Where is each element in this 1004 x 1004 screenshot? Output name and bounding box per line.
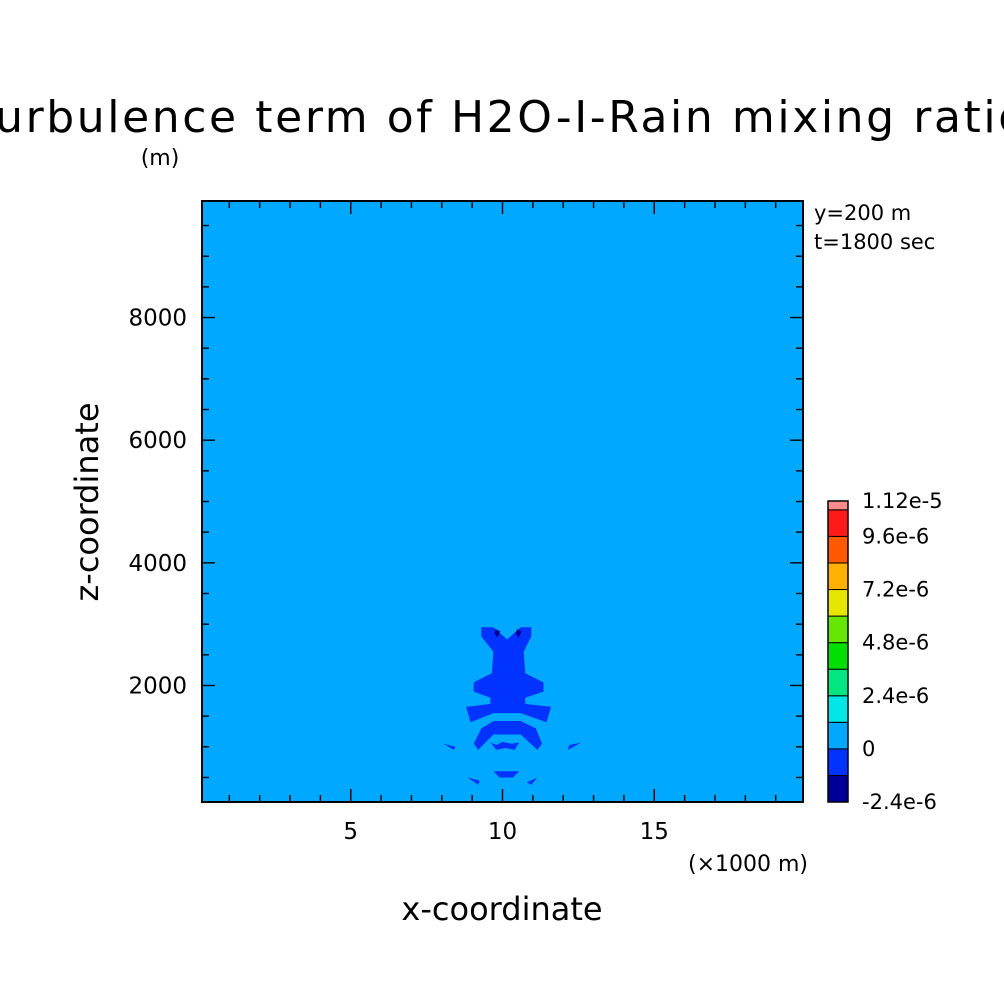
colorbar-label: 0 — [862, 737, 875, 761]
colorbar-swatch — [827, 535, 849, 564]
x-axis-label: x-coordinate — [401, 890, 602, 928]
colorbar-swatch — [827, 500, 849, 511]
colorbar-swatch — [827, 774, 849, 803]
x-tick-label: 10 — [488, 819, 517, 845]
contour-region — [443, 743, 456, 750]
colorbar-label: 9.6e-6 — [862, 524, 929, 548]
colorbar-frame — [827, 500, 849, 803]
contour-region — [493, 771, 520, 778]
y-axis-label: z-coordinate — [68, 402, 106, 601]
plot-area — [201, 200, 804, 803]
colorbar-swatch — [827, 721, 849, 750]
contour-region — [526, 777, 538, 785]
annotation-t: t=1800 sec — [814, 230, 935, 254]
colorbar-swatch — [827, 615, 849, 644]
y-tick-label: 6000 — [128, 428, 187, 454]
colorbar-label: 2.4e-6 — [862, 684, 929, 708]
axis-ticks: 5 10 15 2000 4000 6000 8000 — [128, 201, 803, 845]
y-tick-label: 8000 — [128, 306, 187, 332]
x-tick-label: 15 — [640, 819, 669, 845]
colorbar: 1.12e-5 9.6e-6 7.2e-6 4.8e-6 2.4e-6 0 -2.4e-6 — [827, 489, 943, 814]
colorbar-swatch — [827, 562, 849, 591]
contour-region — [473, 721, 542, 750]
colorbar-label: 4.8e-6 — [862, 631, 929, 655]
colorbar-swatch — [827, 642, 849, 670]
contour-region — [467, 777, 480, 785]
colorbar-label: 7.2e-6 — [862, 578, 929, 602]
colorbar-label: -2.4e-6 — [862, 790, 937, 814]
colorbar-swatch — [827, 509, 849, 537]
colorbar-swatch — [827, 748, 849, 776]
contour-region — [494, 629, 501, 638]
annotation-y: y=200 m — [814, 201, 911, 225]
contour-region — [490, 741, 520, 750]
title-unit: (m) — [141, 146, 180, 171]
contour-region — [567, 742, 582, 750]
colorbar-swatch — [827, 589, 849, 617]
y-tick-label: 4000 — [128, 551, 187, 577]
colorbar-swatch — [827, 668, 849, 697]
x-tick-label: 5 — [343, 819, 358, 845]
contour-region — [515, 629, 522, 638]
colorbar-label: 1.12e-5 — [862, 489, 943, 513]
colorbar-swatch — [827, 695, 849, 723]
y-tick-label: 2000 — [128, 673, 187, 699]
x-axis-unit: (×1000 m) — [688, 852, 808, 877]
contour-region — [501, 651, 511, 664]
chart-title: Turbulence term of H2O-I-Rain mixing rat… — [0, 92, 1004, 143]
contour-region — [466, 627, 552, 723]
